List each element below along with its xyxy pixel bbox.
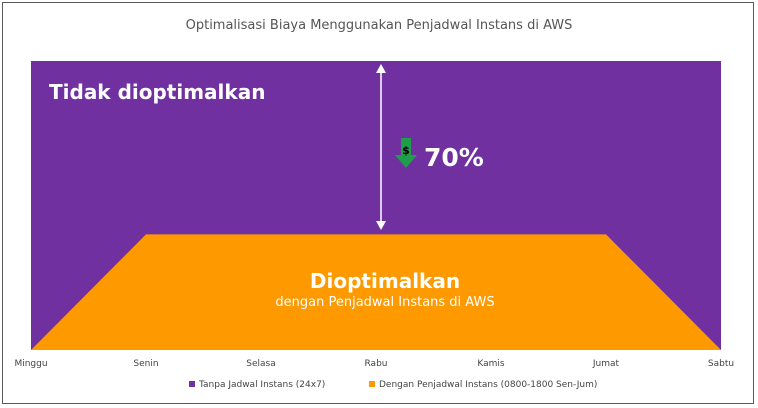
optimized-sublabel: dengan Penjadwal Instans di AWS (275, 295, 494, 310)
legend-label-0: Tanpa Jadwal Instans (24x7) (198, 380, 325, 390)
chart-title: Optimalisasi Biaya Menggunakan Penjadwal… (186, 18, 573, 33)
legend-swatch-0 (189, 381, 195, 387)
chart-canvas: Optimalisasi Biaya Menggunakan Penjadwal… (14, 18, 734, 390)
x-axis-ticks: Minggu Senin Selasa Rabu Kamis Jumat Sabtu (14, 359, 734, 369)
x-tick-label: Minggu (14, 359, 47, 369)
savings-arrow (376, 64, 386, 230)
legend: Tanpa Jadwal Instans (24x7) Dengan Penjad… (189, 380, 597, 390)
dollar-sign: $ (402, 144, 410, 157)
x-tick-label: Senin (133, 359, 158, 369)
savings-arrow-head-top (376, 64, 386, 73)
savings-arrow-head-bottom (376, 221, 386, 230)
plot-areas (31, 61, 721, 350)
legend-label-1: Dengan Penjadwal Instans (0800-1800 Sen-… (379, 380, 597, 390)
x-tick-label: Sabtu (708, 359, 734, 369)
savings-percent-label: 70% (424, 143, 484, 172)
unoptimized-label: Tidak dioptimalkan (49, 80, 265, 104)
optimized-label: Dioptimalkan (310, 269, 460, 293)
dollar-down-arrow-icon: $ (395, 138, 417, 168)
series-area-1 (31, 234, 721, 350)
legend-swatch-1 (369, 381, 375, 387)
x-tick-label: Jumat (592, 359, 620, 369)
x-tick-label: Rabu (365, 359, 388, 369)
x-tick-label: Selasa (246, 359, 275, 369)
x-tick-label: Kamis (477, 359, 505, 369)
dollar-arrow-shape (395, 138, 417, 168)
chart-frame: Optimalisasi Biaya Menggunakan Penjadwal… (2, 2, 754, 404)
